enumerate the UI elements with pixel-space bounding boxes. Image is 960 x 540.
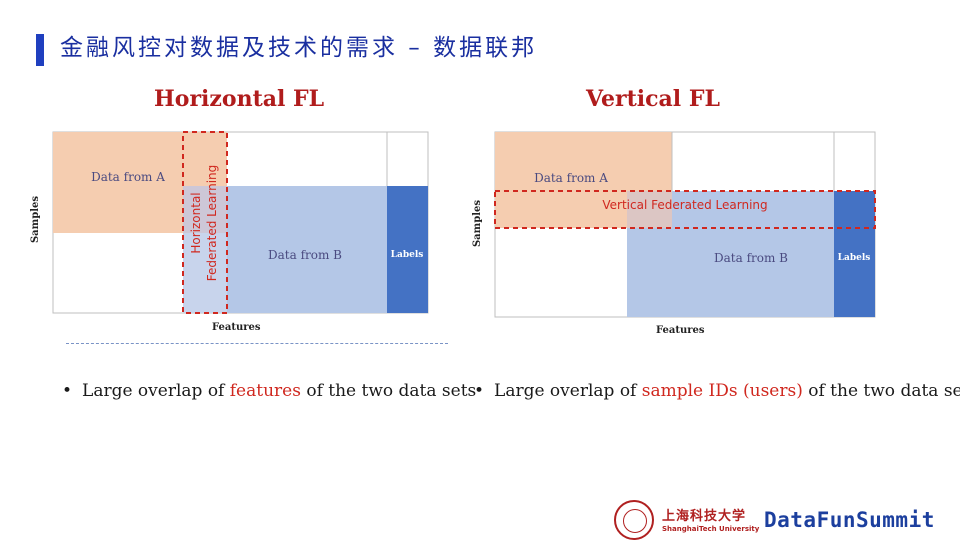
horizontal-fl-diagram: Data from A Data from B Labels Horizonta… [52,131,429,314]
h-bullet-post: of the two data sets [300,381,477,401]
v-federated-dashed-box [494,190,876,229]
v-overlap-region [627,191,672,228]
h-labels-block [387,186,428,313]
v-labels-block [834,191,875,317]
h-overlap-region [183,233,227,313]
h-data-b-label: Data from B [268,248,342,262]
h-bullet-highlight: features [229,381,301,401]
slide-title: 金融风控对数据及技术的需求 – 数据联邦 [60,35,538,61]
v-bullet: • Large overlap of sample IDs (users) of … [474,381,960,401]
v-bullet-highlight: sample IDs (users) [641,381,803,401]
vertical-fl-heading: Vertical FL [586,86,720,112]
bullet-dot: • [474,381,485,401]
h-federated-dashed-box [182,131,228,314]
v-data-a-label: Data from A [534,171,608,185]
h-bullet-pre: Large overlap of [82,381,230,401]
v-x-axis-label: Features [656,325,705,336]
h-divider-line [66,343,448,344]
v-bullet-post: of the two data sets [808,381,960,401]
v-y-axis-label: Samples [472,199,484,248]
brand-logo: DataFunSummit [764,508,935,532]
v-data-b-label: Data from B [714,251,788,265]
h-data-b-block [227,186,387,313]
h-y-axis-label: Samples [30,195,42,244]
h-bullet: • Large overlap of features of the two da… [62,381,476,401]
h-overlap-region [183,186,227,233]
h-data-a-label: Data from A [91,170,165,184]
h-overlay-label-line1: Horizontal [189,192,203,253]
h-overlay-label-line2: Federated Learning [205,165,219,282]
university-name-cn: 上海科技大学 [662,509,747,524]
title-accent-bar [36,34,44,66]
h-labels-label: Labels [391,250,424,260]
horizontal-fl-heading: Horizontal FL [154,86,325,112]
v-labels-label: Labels [838,253,871,263]
v-overlap-region [495,191,627,228]
v-bullet-pre: Large overlap of [494,381,642,401]
h-x-axis-label: Features [212,322,261,333]
university-name-en: ShanghaiTech University [662,525,760,533]
v-overlay-label: Vertical Federated Learning [602,198,767,212]
university-seal-icon [614,500,654,540]
vertical-fl-diagram: Data from A Data from B Labels Vertical … [494,131,876,318]
bullet-dot: • [62,381,73,401]
